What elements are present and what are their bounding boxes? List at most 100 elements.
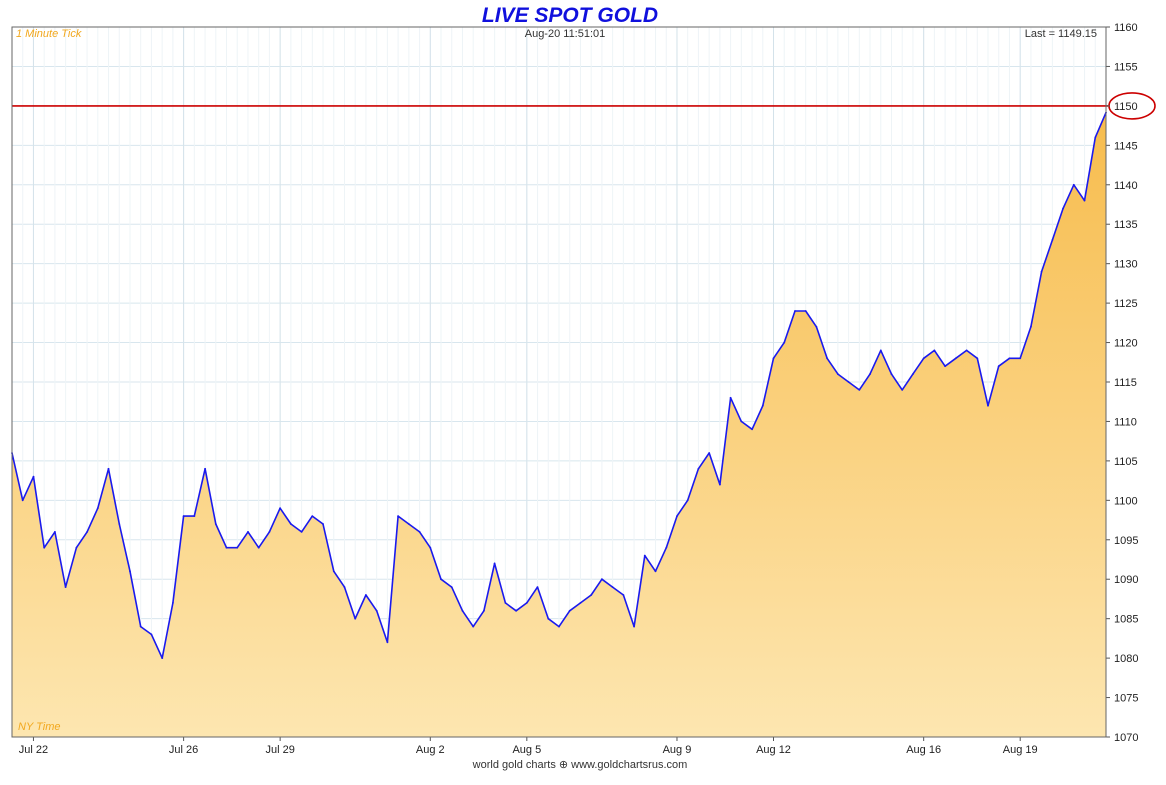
price-point	[761, 404, 764, 407]
price-point	[665, 546, 668, 549]
price-point	[290, 523, 292, 525]
price-point	[236, 546, 239, 549]
price-point	[161, 657, 164, 659]
y-tick-label: 1110	[1114, 416, 1137, 428]
price-point	[139, 625, 142, 628]
price-point	[654, 570, 657, 573]
price-point	[933, 349, 936, 352]
price-point	[386, 641, 389, 644]
price-point	[1083, 199, 1086, 202]
price-point	[493, 562, 496, 565]
price-point	[279, 507, 281, 510]
price-point	[837, 373, 839, 375]
price-point	[633, 625, 635, 628]
price-point	[1008, 357, 1011, 360]
price-point	[504, 602, 507, 604]
price-point	[826, 357, 828, 360]
price-point	[182, 515, 185, 517]
axis-layer: 1070 1075 1080 1085 1090 1095 1100 1105 1110 1115…	[11, 22, 1138, 756]
price-point	[622, 594, 625, 596]
price-point	[847, 381, 850, 383]
price-point	[107, 467, 110, 470]
price-point	[547, 617, 550, 620]
price-point	[118, 523, 121, 525]
y-tick-label: 1125	[1114, 298, 1138, 310]
y-tick-label: 1135	[1114, 219, 1138, 231]
price-point	[965, 349, 968, 352]
price-point	[193, 515, 196, 517]
x-tick-label: Aug 16	[906, 744, 941, 756]
x-tick-label: Jul 26	[169, 744, 198, 756]
price-point	[579, 602, 582, 604]
price-point	[54, 531, 56, 533]
price-point	[129, 570, 131, 573]
price-point	[375, 609, 378, 612]
price-point	[815, 325, 818, 328]
x-tick-label: Aug 19	[1003, 744, 1038, 756]
price-point	[64, 586, 67, 588]
area-layer	[12, 112, 1106, 738]
price-point	[869, 373, 871, 375]
price-point	[96, 507, 99, 510]
price-point	[429, 546, 432, 549]
price-point	[268, 531, 271, 533]
price-point	[794, 310, 796, 312]
price-point	[461, 609, 464, 612]
price-point	[43, 546, 46, 549]
y-tick-label: 1140	[1114, 180, 1138, 192]
price-point	[450, 586, 453, 588]
price-point	[75, 546, 78, 549]
price-point	[536, 586, 539, 588]
price-point	[804, 310, 807, 312]
price-point	[729, 396, 732, 399]
x-tick-label: Aug 12	[756, 744, 791, 756]
price-point	[708, 452, 711, 454]
price-point	[300, 531, 303, 533]
price-point	[558, 625, 560, 628]
y-tick-label: 1155	[1114, 61, 1138, 73]
price-point	[525, 602, 528, 604]
price-point	[483, 609, 485, 612]
price-point	[440, 578, 442, 581]
price-point	[858, 389, 861, 391]
y-tick-label: 1070	[1114, 732, 1138, 744]
price-point	[257, 546, 260, 549]
price-point	[944, 365, 946, 368]
x-tick-label: Aug 2	[416, 744, 445, 756]
price-area	[12, 112, 1106, 738]
price-point	[987, 404, 989, 407]
price-point	[1051, 239, 1054, 241]
y-tick-label: 1120	[1114, 338, 1138, 350]
price-point	[354, 617, 357, 620]
price-point	[954, 357, 957, 360]
y-tick-label: 1130	[1114, 259, 1138, 271]
y-tick-label: 1150	[1114, 101, 1138, 113]
price-point	[343, 586, 346, 588]
price-point	[515, 609, 517, 612]
y-tick-label: 1095	[1114, 535, 1138, 547]
price-point	[568, 609, 571, 612]
price-point	[322, 523, 324, 525]
price-point	[397, 515, 399, 517]
y-tick-label: 1075	[1114, 693, 1138, 705]
last-price-label: Last = 1149.15	[1025, 28, 1097, 40]
price-point	[976, 357, 979, 360]
price-point	[997, 365, 1000, 368]
price-point	[407, 523, 410, 525]
footer-credit: world gold charts ⊕ www.goldchartsrus.co…	[472, 759, 688, 771]
y-tick-label: 1105	[1114, 456, 1138, 468]
timestamp-label: Aug-20 11:51:01	[525, 28, 606, 40]
price-point	[172, 602, 174, 604]
price-point	[32, 475, 35, 478]
price-point	[686, 499, 689, 502]
line-layer	[11, 111, 1107, 659]
price-point	[643, 554, 646, 557]
chart-title: LIVE SPOT GOLD	[482, 4, 658, 27]
price-point	[418, 531, 421, 533]
price-point	[332, 570, 335, 573]
price-point	[590, 594, 593, 596]
price-point	[365, 594, 367, 596]
y-tick-label: 1100	[1114, 495, 1138, 507]
price-point	[901, 389, 904, 391]
